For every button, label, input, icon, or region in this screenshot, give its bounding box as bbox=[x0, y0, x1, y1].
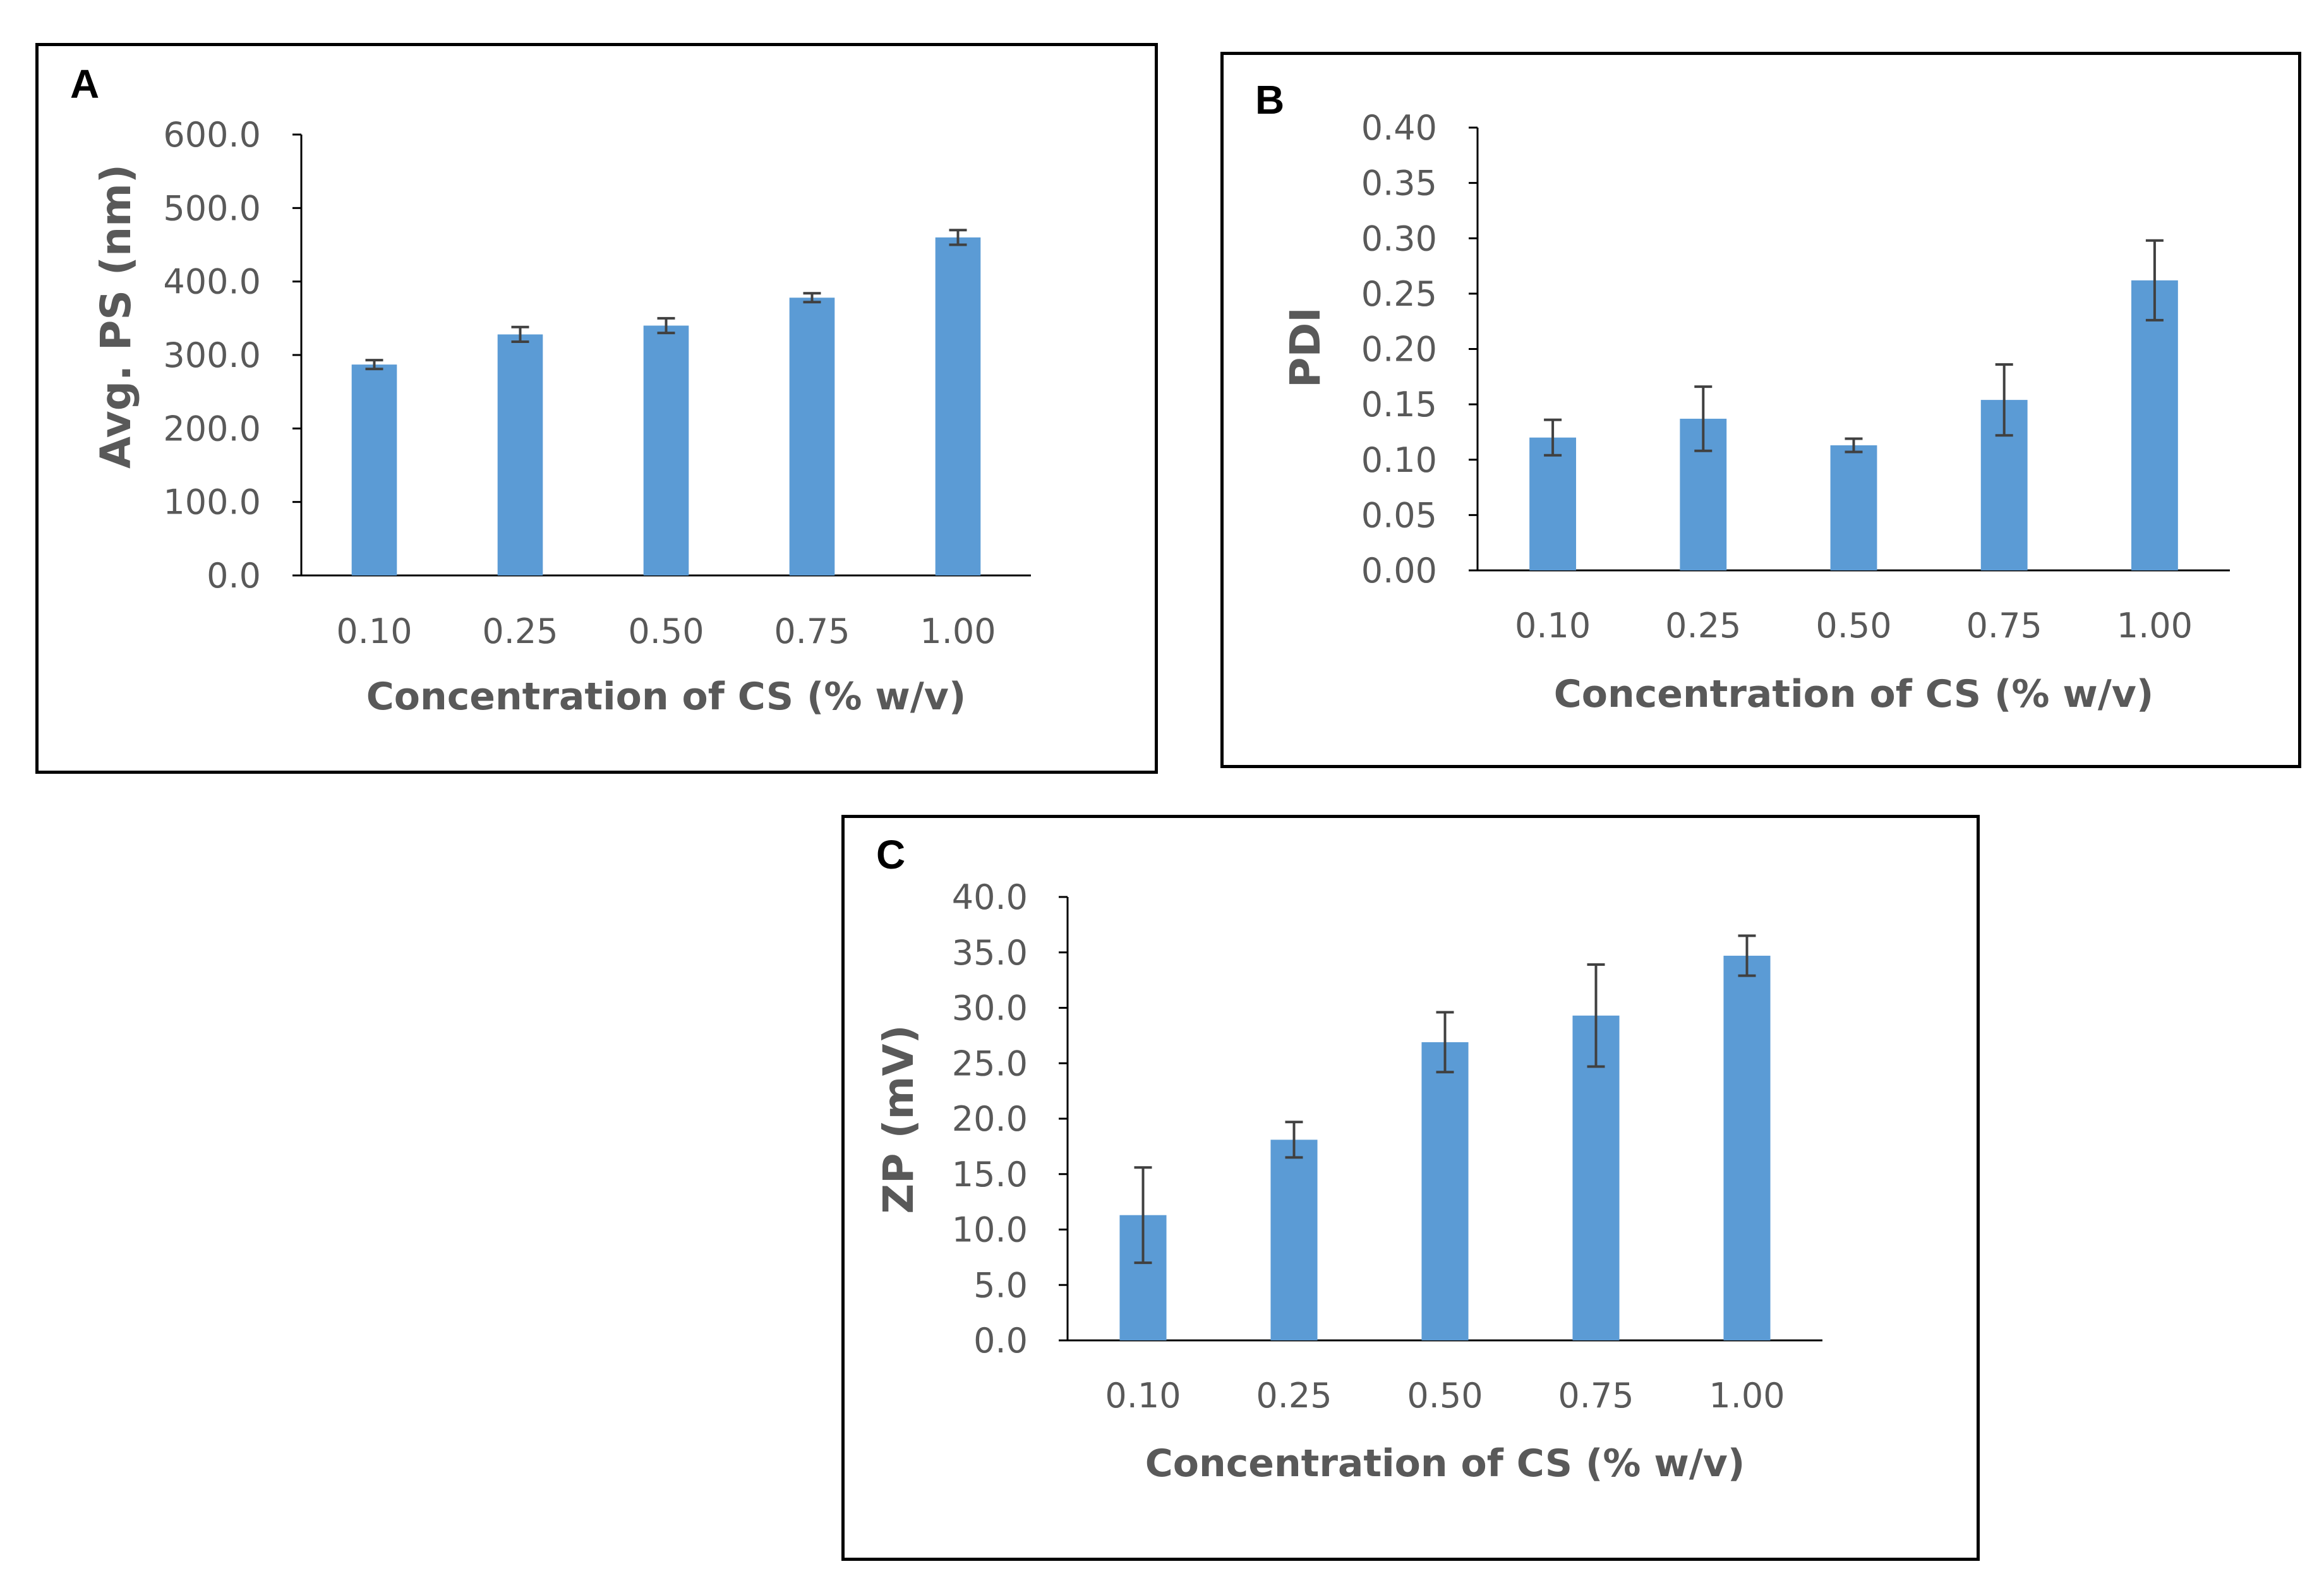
x-tick-label: 0.50 bbox=[628, 611, 704, 651]
panel-label-c: C bbox=[876, 832, 905, 877]
y-axis-title: PDI bbox=[1281, 307, 1330, 388]
bar-c-0.75 bbox=[1572, 1015, 1620, 1340]
error-bar-c-0.10 bbox=[1134, 1166, 1152, 1265]
y-tick-label: 0.25 bbox=[1361, 274, 1437, 314]
y-tick-label: 10.0 bbox=[952, 1210, 1028, 1250]
y-tick-label: 0.00 bbox=[1361, 551, 1437, 591]
bar-a-0.25 bbox=[497, 334, 543, 575]
y-tick-label: 500.0 bbox=[163, 188, 261, 228]
bar-b-0.10 bbox=[1529, 437, 1577, 570]
x-tick-label: 0.25 bbox=[482, 611, 558, 651]
x-axis-title: Concentration of CS (% w/v) bbox=[1145, 1441, 1745, 1486]
y-tick-label: 25.0 bbox=[952, 1044, 1028, 1083]
y-axis-title: ZP (mV) bbox=[874, 1025, 923, 1213]
y-tick-label: 0.10 bbox=[1361, 440, 1437, 480]
y-tick-label: 20.0 bbox=[952, 1099, 1028, 1139]
y-tick-label: 0.30 bbox=[1361, 219, 1437, 258]
error-bar-a-0.75 bbox=[803, 292, 821, 304]
y-tick-label: 0.0 bbox=[973, 1321, 1028, 1361]
error-bar-b-0.75 bbox=[1995, 363, 2013, 437]
error-bar-a-0.50 bbox=[657, 316, 675, 335]
bar-c-0.25 bbox=[1270, 1140, 1318, 1340]
bar-c-0.50 bbox=[1421, 1042, 1469, 1340]
x-tick-label: 1.00 bbox=[920, 611, 996, 651]
y-tick-label: 600.0 bbox=[163, 115, 261, 155]
y-tick-label: 5.0 bbox=[973, 1265, 1028, 1305]
error-bar-c-1.00 bbox=[1738, 934, 1756, 977]
x-tick-label: 0.75 bbox=[1558, 1376, 1634, 1416]
bar-a-0.50 bbox=[643, 325, 689, 575]
chart-panel-c: C 0.0 5.0 10.0 15.0 20.0 25.0 30.0 35.0 40.0 0.10 0… bbox=[841, 815, 1980, 1561]
y-axis-title: Avg. PS (nm) bbox=[92, 164, 140, 469]
error-bar-a-0.25 bbox=[511, 325, 529, 344]
x-tick-label: 0.75 bbox=[774, 611, 850, 651]
y-tick-label: 300.0 bbox=[163, 335, 261, 375]
error-bar-b-1.00 bbox=[2145, 239, 2164, 322]
x-tick-label: 0.10 bbox=[1105, 1376, 1181, 1416]
y-tick-label: 15.0 bbox=[952, 1155, 1028, 1194]
y-tick-label: 40.0 bbox=[952, 877, 1028, 917]
chart-panel-b: B 0.00 0.05 0.10 0.15 0.20 0.25 0.30 0.35 0.40 0.1… bbox=[1220, 52, 2301, 768]
y-tick-label: 30.0 bbox=[952, 989, 1028, 1028]
y-tick-label: 400.0 bbox=[163, 262, 261, 302]
bar-b-1.00 bbox=[2131, 280, 2178, 570]
chart-b-svg: B 0.00 0.05 0.10 0.15 0.20 0.25 0.30 0.35 0.40 0.1… bbox=[1255, 77, 2230, 716]
error-bar-c-0.75 bbox=[1587, 963, 1605, 1068]
x-tick-label: 1.00 bbox=[1709, 1376, 1785, 1416]
bar-a-0.10 bbox=[351, 364, 397, 575]
y-tick-label: 0.35 bbox=[1361, 164, 1437, 203]
error-bar-b-0.50 bbox=[1845, 437, 1863, 454]
error-bar-a-1.00 bbox=[949, 229, 967, 246]
y-tick-label: 0.15 bbox=[1361, 385, 1437, 424]
y-tick-label: 100.0 bbox=[163, 483, 261, 522]
bar-a-1.00 bbox=[935, 237, 981, 575]
error-bar-c-0.25 bbox=[1285, 1121, 1303, 1159]
y-tick-label: 0.40 bbox=[1361, 108, 1437, 148]
y-tick-label: 0.05 bbox=[1361, 495, 1437, 535]
bar-a-0.75 bbox=[789, 298, 835, 575]
panel-label-b: B bbox=[1255, 77, 1284, 123]
y-tick-label: 0.0 bbox=[207, 556, 261, 596]
error-bar-a-0.10 bbox=[365, 359, 383, 371]
x-tick-label: 1.00 bbox=[2117, 606, 2193, 646]
x-axis-title: Concentration of CS (% w/v) bbox=[1554, 672, 2154, 716]
bar-c-1.00 bbox=[1723, 956, 1771, 1340]
x-tick-label: 0.25 bbox=[1665, 606, 1741, 646]
error-bar-b-0.10 bbox=[1544, 418, 1562, 457]
chart-a-svg: A 0.0 100.0 200.0 300.0 400.0 500.0 600.0 0.10 0.… bbox=[70, 61, 1031, 719]
y-tick-label: 200.0 bbox=[163, 409, 261, 448]
x-tick-label: 0.50 bbox=[1815, 606, 1891, 646]
x-tick-label: 0.25 bbox=[1256, 1376, 1332, 1416]
chart-c-svg: C 0.0 5.0 10.0 15.0 20.0 25.0 30.0 35.0 40.0 0.10 0… bbox=[874, 832, 1822, 1486]
x-tick-label: 0.50 bbox=[1407, 1376, 1483, 1416]
x-tick-label: 0.10 bbox=[1515, 606, 1591, 646]
error-bar-b-0.25 bbox=[1694, 385, 1713, 452]
y-tick-label: 35.0 bbox=[952, 933, 1028, 973]
y-tick-label: 0.20 bbox=[1361, 330, 1437, 370]
bar-b-0.50 bbox=[1830, 445, 1877, 570]
x-tick-label: 0.10 bbox=[336, 611, 412, 651]
chart-panel-a: A 0.0 100.0 200.0 300.0 400.0 500.0 600.0 0.10 0.… bbox=[35, 43, 1158, 774]
x-tick-label: 0.75 bbox=[1966, 606, 2042, 646]
panel-label-a: A bbox=[70, 61, 99, 107]
x-axis-title: Concentration of CS (% w/v) bbox=[366, 675, 966, 719]
error-bar-c-0.50 bbox=[1436, 1011, 1454, 1074]
